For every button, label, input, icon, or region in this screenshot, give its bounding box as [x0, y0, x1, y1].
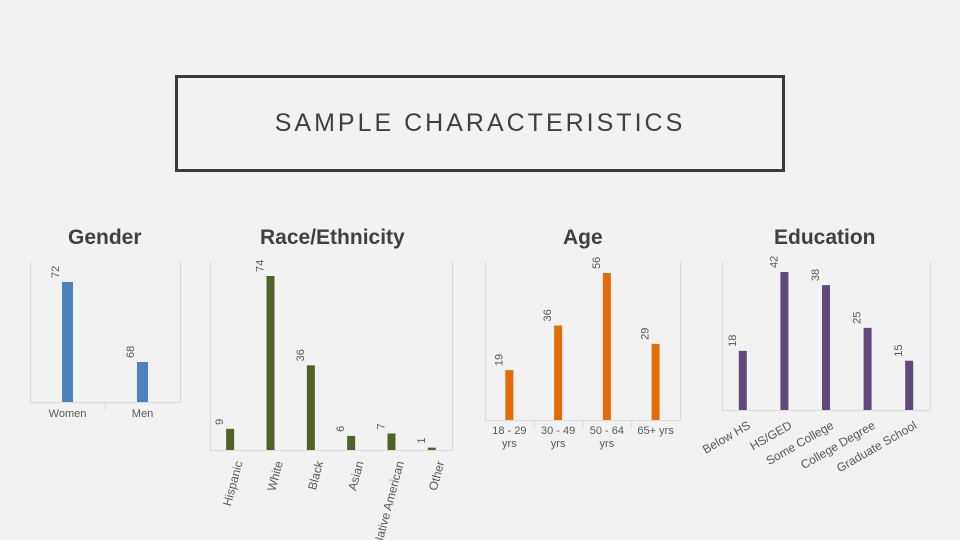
bar-some-college — [822, 285, 830, 410]
category-label: Below HS — [700, 418, 753, 456]
bar-65-yrs — [651, 343, 660, 420]
category-label-line2: yrs — [600, 438, 615, 450]
race-chart-title: Race/Ethnicity — [260, 226, 405, 249]
category-label-line2: yrs — [502, 438, 517, 450]
category-label-line2: yrs — [551, 438, 566, 450]
category-label: Women — [49, 408, 87, 420]
data-label: 6 — [335, 426, 347, 432]
bar-black — [306, 365, 315, 450]
category-label: Other — [426, 459, 447, 492]
bar-graduate-school — [905, 360, 914, 410]
bar-other — [427, 447, 436, 450]
data-label: 36 — [295, 349, 307, 361]
data-label: 72 — [50, 266, 62, 278]
bar-asian — [347, 435, 356, 450]
category-label: Men — [132, 408, 153, 420]
data-label: 42 — [768, 256, 780, 268]
data-label: 18 — [727, 335, 739, 347]
data-label: 56 — [591, 257, 603, 269]
category-label: 30 - 49 — [541, 425, 575, 437]
bar-50-64-yrs — [602, 273, 611, 420]
data-label: 29 — [640, 328, 652, 340]
data-label: 7 — [376, 423, 388, 429]
data-label: 15 — [893, 344, 905, 356]
bar-30-49-yrs — [554, 325, 563, 420]
category-label: Black — [305, 458, 326, 491]
bar-women — [62, 282, 73, 402]
category-label: 18 - 29 — [492, 425, 526, 437]
bar-18-29-yrs — [505, 370, 514, 420]
bar-hs-ged — [780, 272, 789, 410]
data-label: 36 — [542, 309, 554, 321]
page-title: SAMPLE CHARACTERISTICS — [274, 109, 686, 137]
data-label: 38 — [810, 269, 822, 281]
data-label: 1 — [416, 438, 428, 444]
bar-native-american — [387, 433, 396, 450]
gender-chart-title: Gender — [68, 226, 142, 249]
category-label: 50 - 64 — [590, 425, 624, 437]
bar-below-hs — [738, 350, 747, 410]
title-box: SAMPLE CHARACTERISTICS — [175, 75, 785, 172]
data-label: 25 — [852, 312, 864, 324]
age-chart-title: Age — [563, 226, 603, 249]
data-label: 74 — [255, 260, 267, 272]
data-label: 9 — [214, 419, 226, 425]
bar-hispanic — [226, 428, 235, 450]
category-label: White — [264, 459, 286, 493]
category-label: Native American — [371, 459, 407, 540]
education-chart-title: Education — [774, 226, 876, 249]
category-label: 65+ yrs — [637, 425, 674, 437]
bar-men — [137, 362, 148, 402]
bar-college-degree — [863, 327, 872, 410]
category-label: Asian — [345, 459, 366, 492]
bar-white — [266, 276, 275, 450]
category-label: Hispanic — [220, 459, 245, 507]
data-label: 68 — [125, 346, 137, 358]
data-label: 19 — [493, 354, 505, 366]
